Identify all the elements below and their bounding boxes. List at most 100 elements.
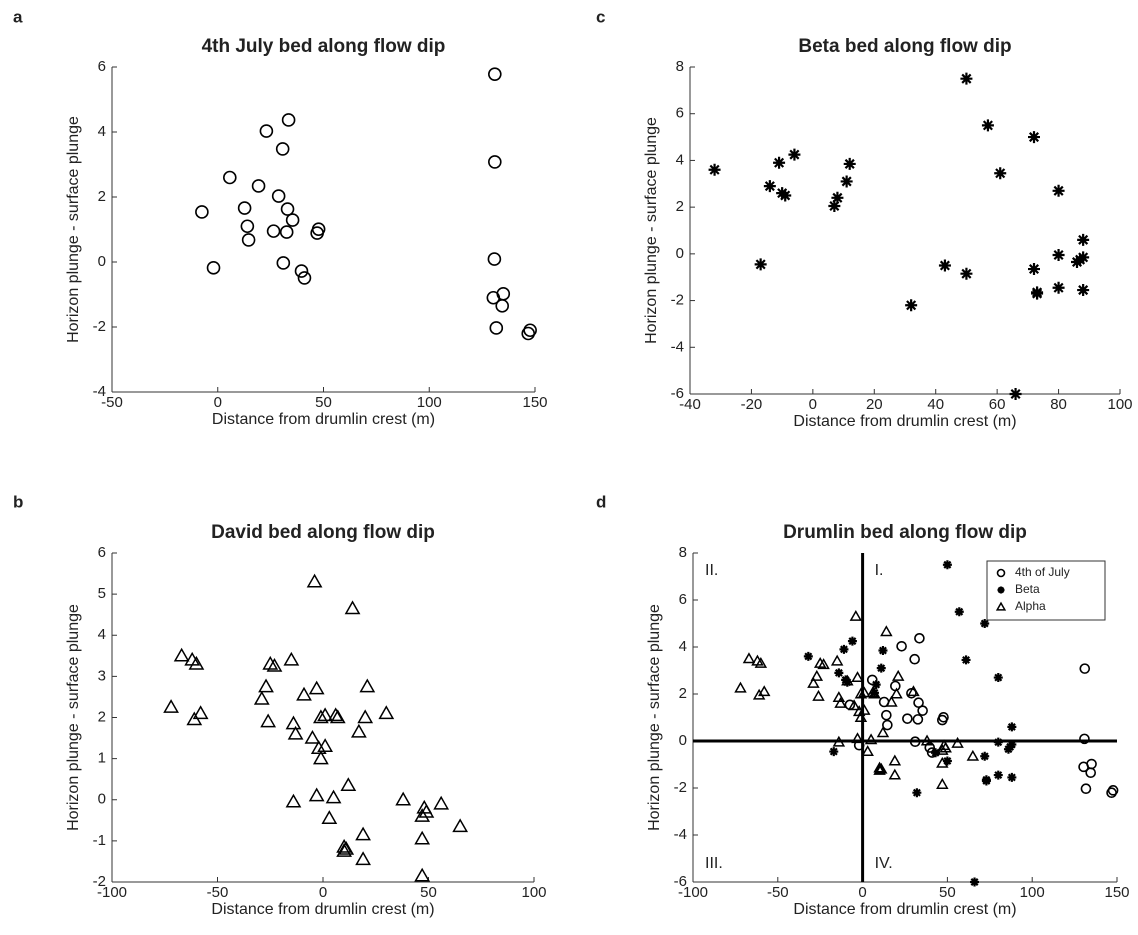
point [1007, 722, 1017, 732]
point [909, 653, 920, 665]
point [1086, 758, 1097, 770]
point [1009, 388, 1022, 400]
point [192, 705, 209, 720]
point [1052, 184, 1065, 197]
point [905, 299, 918, 312]
legend-label: Alpha [1015, 599, 1046, 613]
y-axis-label: Horizon plunge - surface plunge [65, 116, 82, 343]
point [936, 778, 949, 789]
point [262, 655, 279, 670]
point [888, 754, 902, 766]
point [847, 636, 857, 646]
point [873, 761, 886, 773]
x-tick-label: -50 [101, 394, 123, 411]
y-tick-label: -2 [671, 292, 684, 309]
point [810, 669, 824, 681]
point [414, 867, 431, 882]
point [327, 707, 344, 722]
legend-marker [996, 568, 1006, 578]
point [251, 179, 266, 193]
point [854, 687, 868, 699]
point [488, 155, 502, 169]
y-tick-label: -2 [93, 318, 106, 335]
legend-box [986, 560, 1106, 621]
point [163, 699, 179, 713]
point [312, 709, 329, 724]
y-tick-label: 0 [98, 253, 106, 270]
panel-label: a [13, 7, 23, 26]
x-tick-label: 150 [522, 394, 547, 411]
x-tick-label: 0 [214, 394, 222, 411]
point [708, 163, 721, 176]
x-tick-label: 0 [858, 884, 866, 901]
point [433, 795, 450, 810]
x-axis-label: Distance from drumlin crest (m) [793, 413, 1016, 430]
point [1077, 251, 1090, 264]
point [344, 600, 361, 615]
y-tick-label: 0 [679, 732, 687, 749]
point [188, 655, 205, 670]
point [279, 225, 294, 239]
y-tick-label: 6 [679, 591, 687, 608]
point [259, 124, 274, 138]
point [858, 703, 871, 715]
point [876, 726, 890, 738]
series [163, 573, 469, 882]
x-tick-label: 100 [417, 394, 442, 411]
point [312, 750, 329, 765]
point [487, 252, 502, 266]
point [308, 680, 325, 695]
y-tick-label: 2 [679, 685, 687, 702]
point [1007, 772, 1017, 782]
point [488, 67, 502, 81]
y-tick-label: -2 [674, 779, 687, 796]
x-tick-label: 150 [1104, 884, 1129, 901]
y-tick-label: 6 [98, 58, 106, 75]
series [708, 72, 1090, 400]
point [1079, 733, 1090, 745]
point [1028, 263, 1040, 276]
x-axis-label: Distance from drumlin crest (m) [212, 411, 435, 428]
point [829, 747, 839, 757]
point [336, 843, 352, 857]
point [912, 788, 922, 798]
point [355, 851, 371, 866]
point [311, 222, 326, 236]
chart-title: Beta bed along flow dip [798, 36, 1011, 57]
y-tick-label: 6 [98, 544, 106, 561]
point [742, 652, 756, 664]
point [840, 175, 853, 188]
point [266, 657, 283, 672]
point [754, 258, 767, 271]
point [1106, 787, 1117, 799]
legend-label: Beta [1015, 582, 1040, 596]
legend-marker [995, 601, 1007, 611]
point [237, 201, 252, 215]
point [839, 644, 849, 654]
point [338, 840, 355, 855]
point [359, 678, 376, 693]
y-tick-label: 1 [98, 750, 106, 767]
point [960, 267, 973, 280]
x-tick-label: -50 [207, 884, 229, 901]
point [961, 655, 971, 665]
x-tick-label: 40 [927, 396, 944, 413]
x-tick-label: 50 [420, 884, 437, 901]
point [1107, 785, 1119, 796]
point [294, 264, 309, 278]
point [357, 709, 374, 724]
x-tick-label: 100 [1020, 884, 1045, 901]
point [880, 625, 893, 637]
point [495, 299, 510, 313]
point [340, 777, 357, 792]
point [868, 687, 881, 699]
point [280, 202, 295, 216]
y-tick-label: 4 [98, 626, 106, 643]
point [970, 877, 980, 887]
point [285, 213, 300, 227]
point [258, 678, 274, 693]
point [834, 696, 847, 708]
y-tick-label: 4 [676, 151, 684, 168]
x-tick-label: 50 [939, 884, 956, 901]
point [418, 803, 435, 818]
